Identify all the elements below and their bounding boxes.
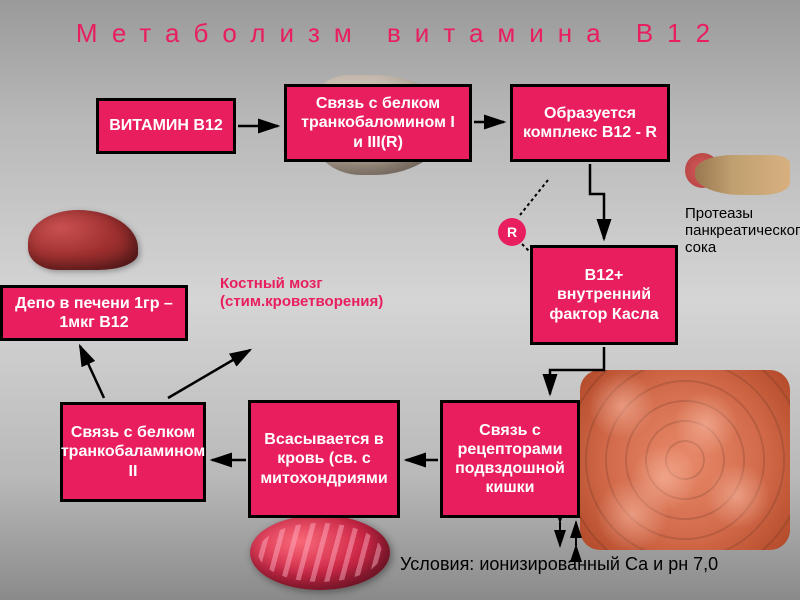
node-ileum-receptors: Связь с рецепторами подвздошной кишки [440,400,580,518]
node-complex-b12-r: Образуется комплекс В12 - R [510,84,670,162]
node-liver-depot: Депо в печени 1гр – 1мкг В12 [0,285,188,341]
pancreas-image [685,145,795,200]
diagram-title: Метаболизм витамина В12 [0,18,800,49]
intestine-image [580,370,790,550]
node-intrinsic-factor: В12+ внутренний фактор Касла [530,245,678,345]
note-proteases: Протеазы панкреатического сока [685,205,800,256]
mitochondrion-image [250,515,390,595]
node-absorption: Всасывается в кровь (св. с митохондриями [248,400,400,518]
r-circle: R [498,218,526,246]
node-transcobalomin-1-3: Связь с белком транкобаломином I и III(R… [284,84,472,162]
conditions-text: Условия: ионизированный Са и рн 7,0 [400,554,718,575]
node-vitamin-b12: ВИТАМИН В12 [96,98,236,154]
node-bone-marrow: Костный мозг (стим.кроветворения) [220,275,370,311]
liver-image [28,210,138,275]
node-transcobalamin-2: Связь с белком транкобаламином II [60,402,206,502]
